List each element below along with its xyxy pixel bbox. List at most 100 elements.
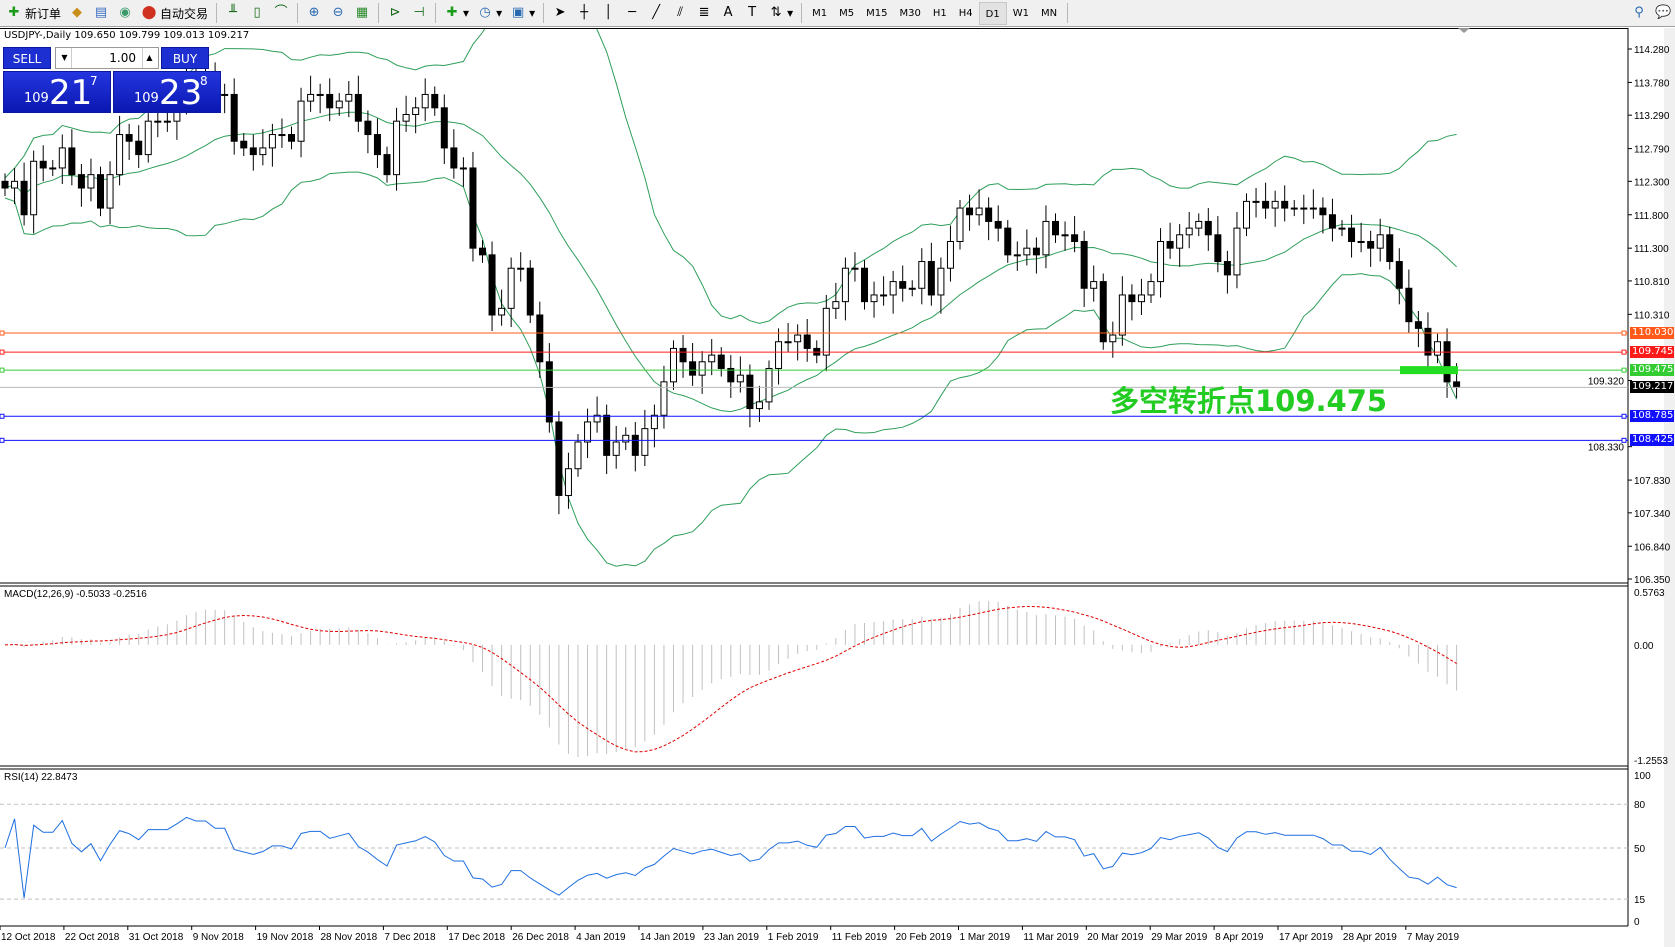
timeframe-m15[interactable]: M15 bbox=[866, 7, 888, 19]
separator bbox=[435, 3, 437, 23]
equidistant-channel-button[interactable]: ⫽ bbox=[668, 2, 692, 25]
timeframe-m30[interactable]: M30 bbox=[899, 7, 921, 19]
candle-bull bbox=[784, 341, 792, 344]
timeframe-h1[interactable]: H1 bbox=[932, 7, 947, 19]
date-label: 8 Apr 2019 bbox=[1215, 932, 1264, 943]
cursor-icon: ➤ bbox=[554, 5, 566, 20]
bar-chart-button[interactable]: ╨ bbox=[221, 2, 245, 25]
text-label-button[interactable]: T bbox=[740, 2, 764, 25]
date-label: 22 Oct 2018 bbox=[65, 932, 120, 943]
ask-price[interactable]: 109 23 8 bbox=[113, 71, 221, 113]
zoom-in-button[interactable]: ⊕ bbox=[302, 2, 326, 25]
date-label: 17 Dec 2018 bbox=[448, 932, 505, 943]
timeframe-mn[interactable]: MN bbox=[1040, 7, 1058, 19]
candle-bull bbox=[278, 134, 286, 137]
price-line-label: 108.425 bbox=[1630, 434, 1674, 447]
crosshair-button[interactable]: ┼ bbox=[572, 2, 596, 25]
zoom-in-icon: ⊕ bbox=[308, 5, 320, 20]
templates-button[interactable]: ▣ ▾ bbox=[511, 5, 536, 20]
chart-area[interactable]: 114.280 113.780 113.290 112.790 112.300 111.8… bbox=[0, 28, 1675, 947]
candle-bull bbox=[297, 100, 305, 142]
chart-shift-icon: ⊣ bbox=[413, 5, 425, 20]
candle-bull bbox=[412, 107, 420, 115]
candle-bull bbox=[975, 207, 983, 216]
chat-button[interactable]: 💬 bbox=[1651, 2, 1675, 25]
auto-scroll-button[interactable]: ⊳ bbox=[383, 2, 407, 25]
separator bbox=[543, 3, 545, 23]
horizontal-line-icon: ─ bbox=[628, 5, 637, 20]
candle-bull bbox=[268, 134, 276, 149]
new-order-button[interactable]: ✚ 新订单 bbox=[2, 2, 65, 25]
vertical-line-icon: │ bbox=[604, 5, 613, 20]
candle-bull bbox=[49, 167, 57, 170]
toolbar: ✚ 新订单 ◆ ▤ ◉ ⬤ 自动交易 ╨ ▯ ⌒ ⊕ ⊖ ▦ ⊳ ⊣ ✚ ▾ ◷ ▾ ▣… bbox=[0, 0, 1675, 27]
candle-bull bbox=[1090, 281, 1098, 289]
chart-shift-button[interactable]: ⊣ bbox=[407, 2, 431, 25]
zoom-out-button[interactable]: ⊖ bbox=[326, 2, 350, 25]
candle-bull bbox=[765, 367, 773, 403]
rsi-panel bbox=[0, 803, 1628, 900]
fibonacci-icon: ≣ bbox=[698, 5, 710, 20]
lot-size-field[interactable]: ▼ 1.00 ▲ bbox=[55, 47, 159, 69]
candle-bull bbox=[908, 287, 916, 290]
candle-bear bbox=[1395, 261, 1403, 289]
candle-bear bbox=[985, 207, 993, 222]
candle-bull bbox=[1338, 227, 1346, 230]
separator bbox=[378, 3, 380, 23]
candle-bear bbox=[20, 180, 28, 216]
candle-bull bbox=[622, 434, 630, 443]
candle-bull bbox=[1357, 240, 1365, 243]
timeframe-d1[interactable]: D1 bbox=[978, 1, 1007, 25]
candle-bear bbox=[689, 361, 697, 376]
search-button[interactable]: ⚲ bbox=[1627, 2, 1651, 25]
candle-bull bbox=[956, 207, 964, 242]
candlestick-button[interactable]: ▯ bbox=[245, 2, 269, 25]
candle-bull bbox=[58, 147, 66, 169]
periods-button[interactable]: ◷ ▾ bbox=[473, 2, 506, 25]
candle-bear bbox=[354, 93, 362, 122]
arrows-button[interactable]: ⇅ ▾ bbox=[764, 2, 797, 25]
one-click-trading-panel: SELL ▼ 1.00 ▲ BUY 109 21 7 109 23 8 bbox=[3, 47, 223, 113]
line-chart-button[interactable]: ⌒ bbox=[269, 2, 293, 25]
auto-trading-button[interactable]: ⬤ 自动交易 bbox=[141, 5, 209, 21]
candle-bull bbox=[1061, 234, 1069, 237]
fibonacci-button[interactable]: ≣ bbox=[692, 2, 716, 25]
candle-bear bbox=[1414, 321, 1422, 329]
candle-bear bbox=[631, 434, 639, 456]
candle-bull bbox=[1434, 341, 1441, 356]
pivot-marker bbox=[1400, 366, 1458, 375]
macd-label: MACD(12,26,9) -0.5033 -0.2516 bbox=[4, 589, 147, 600]
lot-decrease-button[interactable]: ▼ bbox=[58, 48, 72, 68]
bid-price[interactable]: 109 21 7 bbox=[3, 71, 111, 113]
auto-trading-icon: ⬤ bbox=[141, 5, 157, 20]
date-label: 20 Mar 2019 bbox=[1087, 932, 1144, 943]
price-line-label: 109.217 bbox=[1630, 381, 1674, 394]
date-label: 31 Oct 2018 bbox=[129, 932, 184, 943]
cursor-button[interactable]: ➤ bbox=[548, 2, 572, 25]
candle-bull bbox=[937, 267, 945, 296]
tile-windows-button[interactable]: ▦ bbox=[350, 2, 374, 25]
date-label: 1 Feb 2019 bbox=[768, 932, 819, 943]
trendline-button[interactable]: ╱ bbox=[644, 2, 668, 25]
candle-bull bbox=[11, 180, 19, 189]
buy-button[interactable]: BUY bbox=[161, 47, 209, 69]
date-label: 9 Nov 2018 bbox=[193, 932, 245, 943]
experts-button[interactable]: ◆ bbox=[65, 2, 89, 25]
date-label: 7 May 2019 bbox=[1407, 932, 1460, 943]
candle-bull bbox=[1109, 334, 1117, 343]
timeframe-m5[interactable]: M5 bbox=[839, 7, 855, 19]
horizontal-line-button[interactable]: ─ bbox=[620, 2, 644, 25]
timeframe-w1[interactable]: W1 bbox=[1012, 7, 1029, 19]
vertical-line-button[interactable]: │ bbox=[596, 2, 620, 25]
sell-button[interactable]: SELL bbox=[3, 47, 51, 69]
candle-bull bbox=[1013, 254, 1021, 257]
lot-increase-button[interactable]: ▲ bbox=[142, 48, 156, 68]
indicators-button[interactable]: ✚ ▾ bbox=[440, 2, 473, 25]
terminal-button[interactable]: ▤ bbox=[89, 2, 113, 25]
rsi-tick-label: 80 bbox=[1634, 800, 1646, 811]
text-button[interactable]: A bbox=[716, 2, 740, 25]
timeframe-m1[interactable]: M1 bbox=[812, 7, 828, 19]
signals-button[interactable]: ◉ bbox=[113, 2, 137, 25]
timeframe-h4[interactable]: H4 bbox=[958, 7, 973, 19]
lot-value[interactable]: 1.00 bbox=[109, 51, 136, 65]
